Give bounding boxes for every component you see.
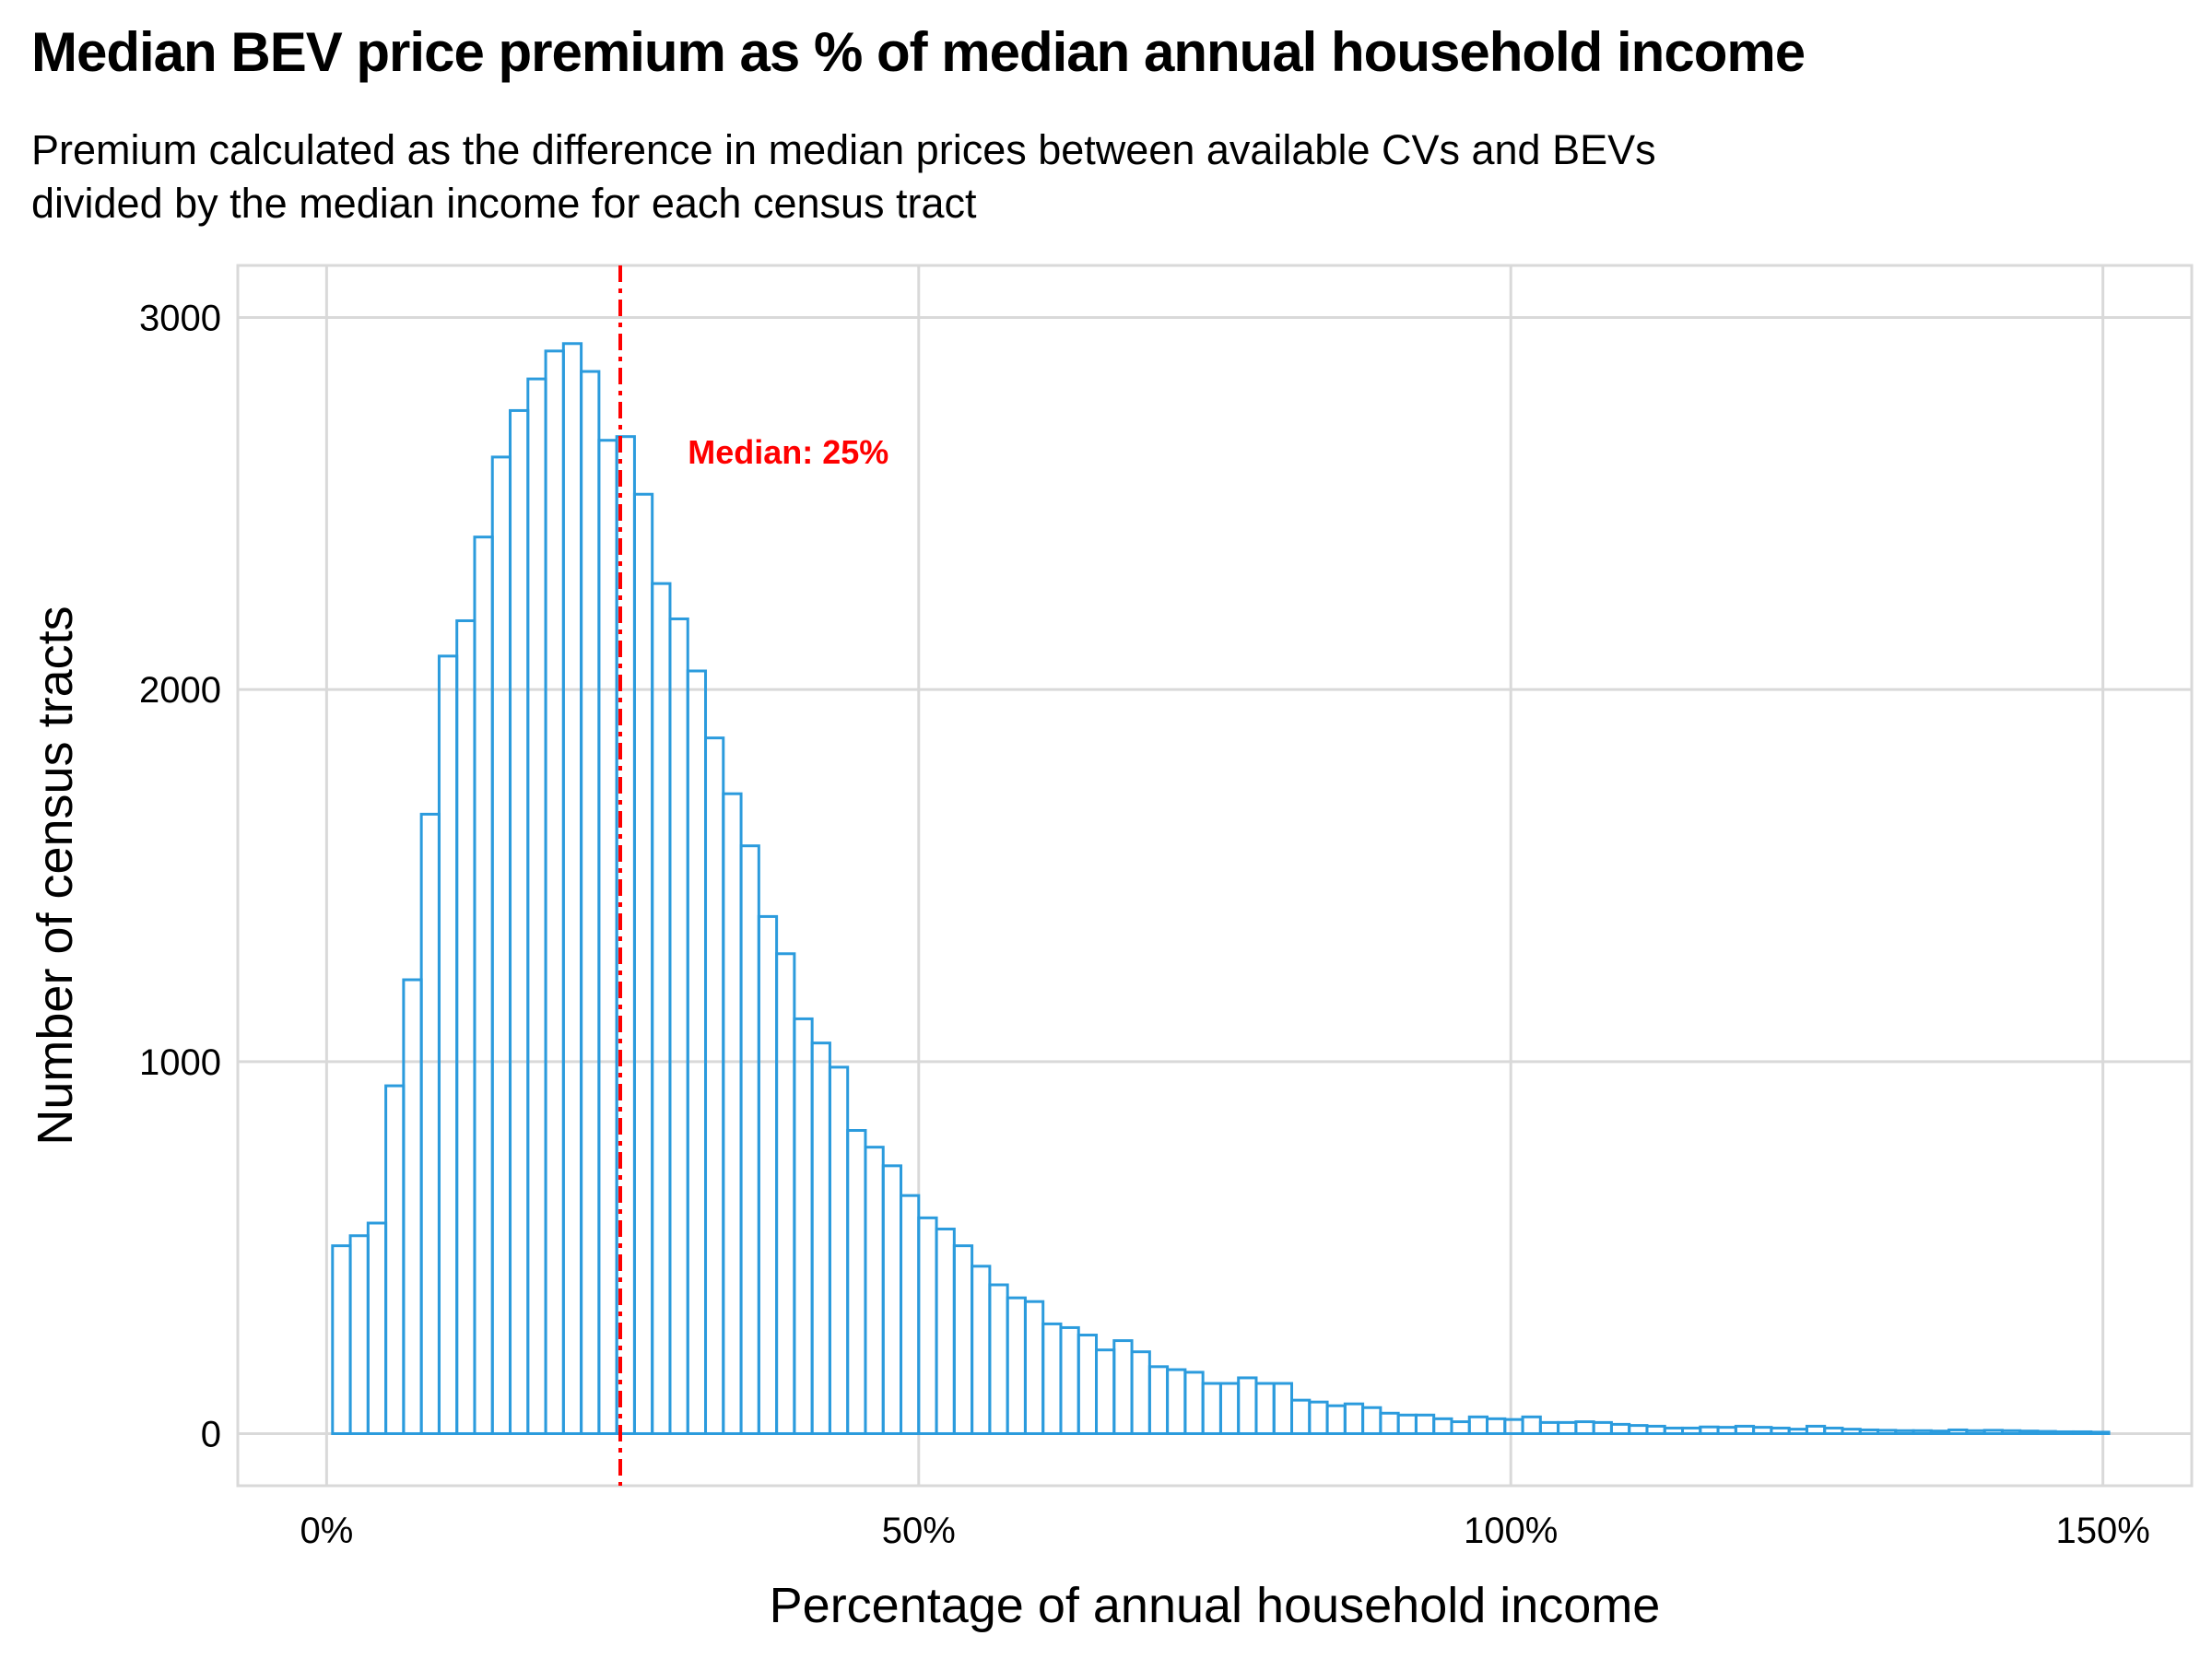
histogram-bar [2036, 1430, 2057, 1435]
subtitle-line-1: Premium calculated as the difference in … [31, 126, 1656, 173]
plot-panel [236, 264, 2194, 1488]
subtitle-line-2: divided by the median income for each ce… [31, 180, 977, 227]
median-annotation: Median: 25% [688, 433, 888, 471]
histogram-bars [331, 342, 2111, 1435]
histogram-bar [1929, 1430, 1951, 1435]
x-tick-label: 100% [1464, 1511, 1558, 1551]
y-axis-title: Number of census tracts [28, 606, 83, 1145]
y-axis-ticks: 0 1000 2000 3000 [139, 299, 221, 1455]
y-tick-label: 3000 [139, 299, 221, 339]
y-tick-label: 1000 [139, 1042, 221, 1083]
y-tick-label: 0 [201, 1414, 221, 1454]
x-tick-label: 0% [300, 1511, 353, 1551]
x-tick-label: 150% [2055, 1511, 2149, 1551]
y-tick-label: 2000 [139, 670, 221, 711]
histogram-bar [2072, 1430, 2093, 1435]
x-axis-title: Percentage of annual household income [770, 1578, 1661, 1633]
chart-subtitle: Premium calculated as the difference in … [31, 124, 2151, 230]
x-tick-label: 50% [882, 1511, 956, 1551]
x-axis-ticks: 0% 50% 100% 150% [300, 1511, 2149, 1551]
histogram-bar [2018, 1430, 2040, 1435]
chart-title: Median BEV price premium as % of median … [31, 21, 1806, 83]
histogram-bar [2089, 1430, 2111, 1435]
histogram-bar [2053, 1430, 2076, 1435]
